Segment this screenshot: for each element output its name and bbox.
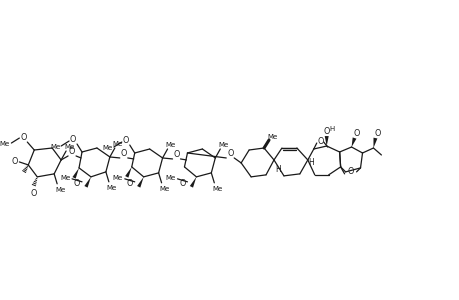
Polygon shape [190,177,196,188]
Text: Me: Me [112,141,123,147]
Text: H: H [328,126,334,132]
Text: H: H [307,158,313,167]
Text: Me: Me [55,187,65,193]
Text: O: O [353,129,359,138]
Text: Me: Me [165,175,175,181]
Text: O: O [11,158,17,166]
Text: O: O [347,167,353,176]
Text: H: H [274,165,280,174]
Text: Me: Me [218,142,228,148]
Text: O: O [374,129,380,138]
Text: O: O [30,189,36,198]
Text: O: O [69,148,75,157]
Text: O: O [123,136,129,145]
Text: Me: Me [159,186,169,192]
Text: O: O [74,179,80,188]
Text: O: O [317,136,323,146]
Text: O: O [20,133,27,142]
Text: Me: Me [112,175,123,181]
Text: Me: Me [212,186,222,192]
Text: Me: Me [106,185,117,191]
Polygon shape [73,168,79,179]
Text: O: O [70,135,76,144]
Text: Me: Me [50,144,60,150]
Text: Me: Me [165,142,175,148]
Polygon shape [324,136,328,146]
Text: Me: Me [60,175,70,181]
Polygon shape [351,137,356,147]
Text: O: O [227,149,233,158]
Text: Me: Me [64,144,74,150]
Polygon shape [373,138,376,148]
Text: Me: Me [102,145,113,151]
Polygon shape [125,167,131,178]
Polygon shape [137,177,143,188]
Text: O: O [173,151,179,160]
Polygon shape [84,177,91,188]
Text: O: O [120,149,127,158]
Text: Me: Me [266,134,276,140]
Text: O: O [126,179,133,188]
Text: O: O [179,179,185,188]
Text: Me: Me [0,141,10,147]
Text: O: O [323,127,329,136]
